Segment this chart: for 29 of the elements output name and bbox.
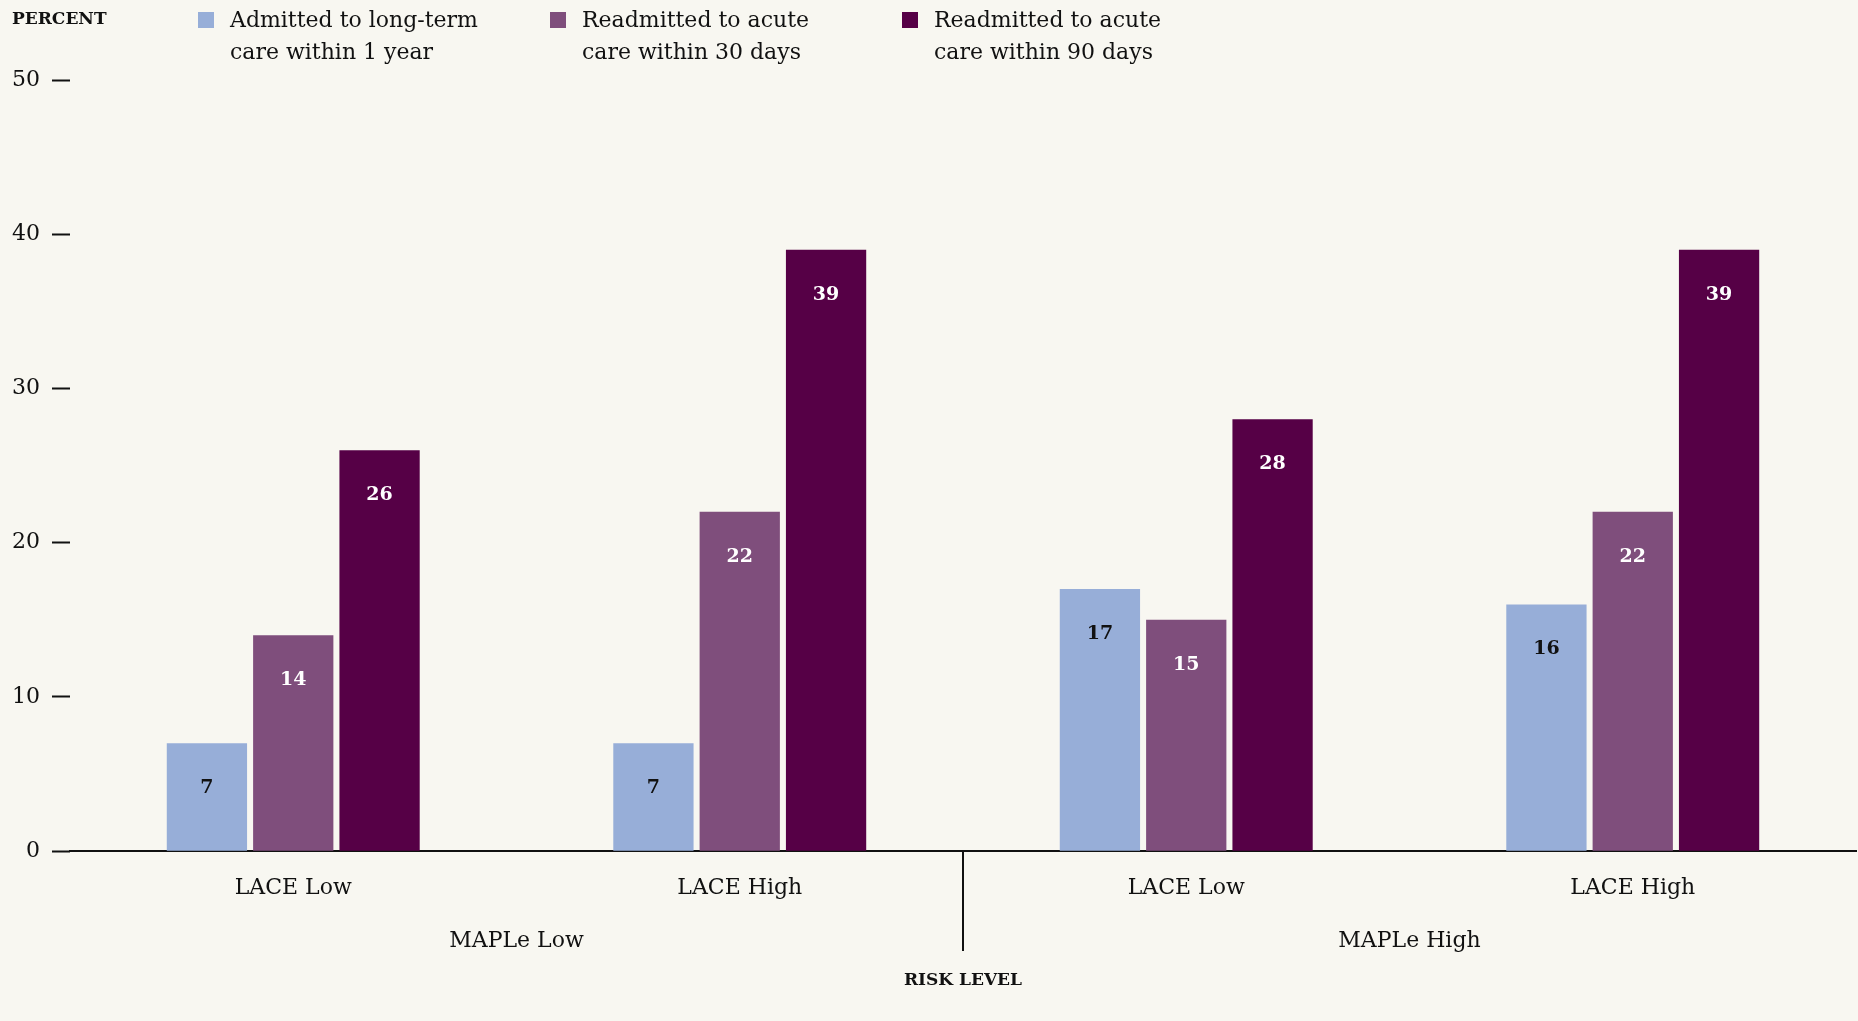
text: MAPLe Low (449, 926, 584, 952)
data-label: 22 (726, 543, 753, 566)
legend-label: Readmitted to acute care within 90 days (934, 6, 1162, 66)
x-tick-label: LACE High (1570, 874, 1696, 900)
legend-label: Readmitted to acute care within 30 days (582, 6, 810, 66)
data-label: 16 (1533, 636, 1560, 659)
text: MAPLe High (1338, 926, 1481, 952)
data-label: 7 (646, 775, 661, 798)
data-label: 39 (1705, 281, 1733, 304)
data-label: 39 (812, 281, 840, 304)
y-tick-label: 30 (11, 374, 40, 400)
y-tick-label: 10 (11, 682, 40, 708)
data-label: 26 (366, 482, 393, 505)
x-tick-label: LACE Low (1127, 874, 1245, 900)
x-tick-label: LACE Low (234, 874, 352, 900)
y-axis-title: PERCENT (12, 8, 107, 28)
data-label: 15 (1173, 651, 1200, 674)
y-tick-label: 0 (25, 836, 40, 862)
data-label: 17 (1086, 620, 1114, 643)
data-label: 7 (200, 775, 214, 798)
data-label: 28 (1259, 451, 1286, 474)
y-tick-label: 20 (11, 528, 40, 554)
y-tick-label: 50 (11, 65, 40, 91)
data-label: 14 (280, 667, 307, 690)
x-axis-title: RISK LEVEL (903, 969, 1023, 990)
data-label: 22 (1619, 543, 1646, 566)
legend-label: Admitted to long-term care within 1 year (230, 6, 479, 66)
x-tick-label: LACE High (677, 874, 803, 900)
y-tick-label: 40 (11, 219, 40, 245)
